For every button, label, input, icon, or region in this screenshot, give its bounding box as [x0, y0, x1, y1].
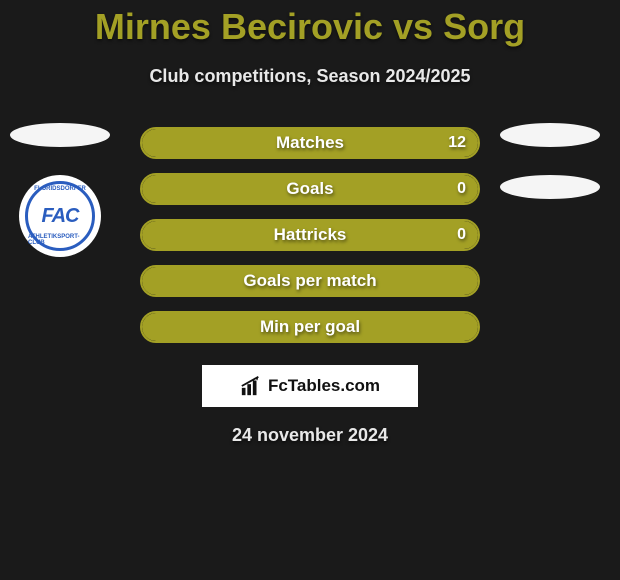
branding-text: FcTables.com: [268, 376, 380, 396]
club-badge-placeholder-right: [500, 175, 600, 199]
subtitle: Club competitions, Season 2024/2025: [0, 66, 620, 87]
branding-box[interactable]: FcTables.com: [202, 365, 418, 407]
stat-label: Goals per match: [243, 271, 376, 291]
stat-value-right: 0: [457, 180, 466, 198]
stat-row-goals-per-match: Goals per match: [140, 265, 480, 297]
stat-label: Matches: [276, 133, 344, 153]
stat-row-hattricks: Hattricks 0: [140, 219, 480, 251]
player-avatar-placeholder-left: [10, 123, 110, 147]
stat-value-right: 0: [457, 226, 466, 244]
left-player-column: FLORIDSDORFER FAC ATHLETIKSPORT-CLUB: [10, 123, 110, 257]
stat-row-goals: Goals 0: [140, 173, 480, 205]
club-badge-left: FLORIDSDORFER FAC ATHLETIKSPORT-CLUB: [19, 175, 101, 257]
stat-label: Goals: [286, 179, 333, 199]
player-avatar-placeholder-right: [500, 123, 600, 147]
comparison-content: FLORIDSDORFER FAC ATHLETIKSPORT-CLUB Mat…: [0, 127, 620, 446]
stat-label: Min per goal: [260, 317, 360, 337]
stat-value-right: 12: [448, 134, 466, 152]
right-player-column: [500, 123, 600, 227]
bars-icon: [240, 375, 262, 397]
stat-row-min-per-goal: Min per goal: [140, 311, 480, 343]
club-abbr: FAC: [42, 205, 79, 228]
stats-rows: Matches 12 Goals 0 Hattricks 0 Goals per…: [140, 127, 480, 343]
date-line: 24 november 2024: [0, 425, 620, 446]
stat-label: Hattricks: [274, 225, 347, 245]
stat-row-matches: Matches 12: [140, 127, 480, 159]
club-ring-bottom: ATHLETIKSPORT-CLUB: [28, 234, 92, 246]
page-title: Mirnes Becirovic vs Sorg: [0, 0, 620, 48]
club-ring-top: FLORIDSDORFER: [34, 186, 86, 192]
